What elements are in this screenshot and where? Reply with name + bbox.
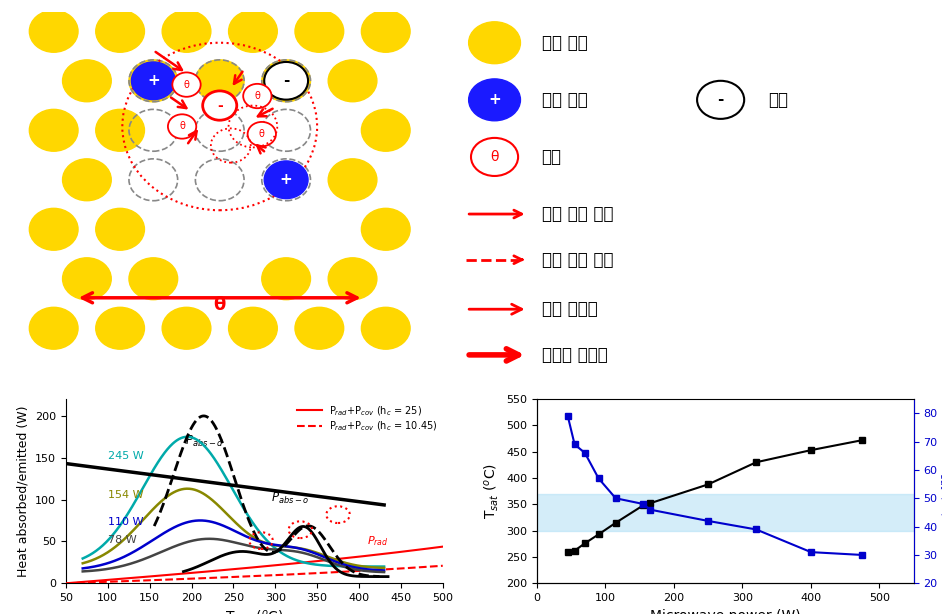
Circle shape xyxy=(62,159,111,201)
Circle shape xyxy=(129,60,178,102)
Circle shape xyxy=(328,60,377,102)
Circle shape xyxy=(29,109,78,151)
Y-axis label: T$_{sat}$ ($^{o}$C): T$_{sat}$ ($^{o}$C) xyxy=(482,463,500,519)
Circle shape xyxy=(328,159,377,201)
Circle shape xyxy=(362,307,410,349)
Text: 오믵 전도 흥수: 오믵 전도 흥수 xyxy=(542,205,613,223)
Circle shape xyxy=(362,10,410,52)
Circle shape xyxy=(203,91,236,120)
Text: 전자: 전자 xyxy=(542,148,561,166)
Text: 245 W: 245 W xyxy=(107,451,143,461)
Text: -: - xyxy=(217,98,222,112)
Circle shape xyxy=(362,208,410,251)
Circle shape xyxy=(162,10,211,52)
Text: 154 W: 154 W xyxy=(107,490,143,500)
Circle shape xyxy=(195,60,244,102)
Text: 증가된 재결합: 증가된 재결합 xyxy=(542,346,608,364)
Circle shape xyxy=(96,208,144,251)
Text: 공극: 공극 xyxy=(768,91,788,109)
Circle shape xyxy=(469,79,520,121)
Circle shape xyxy=(262,60,311,102)
Circle shape xyxy=(243,84,271,108)
Text: $P_{rad}$: $P_{rad}$ xyxy=(367,534,389,548)
Circle shape xyxy=(697,81,744,119)
Text: 78 W: 78 W xyxy=(107,535,137,545)
Circle shape xyxy=(262,258,311,300)
Text: 틈새 결함: 틈새 결함 xyxy=(542,91,588,109)
Y-axis label: A$_{sat}$ (%): A$_{sat}$ (%) xyxy=(937,464,942,518)
Text: 결함 재결합: 결함 재결합 xyxy=(542,300,597,318)
Text: θ: θ xyxy=(259,129,265,139)
Text: θ: θ xyxy=(214,297,226,314)
Circle shape xyxy=(96,109,144,151)
Circle shape xyxy=(295,307,344,349)
Text: +: + xyxy=(488,92,501,107)
Circle shape xyxy=(471,138,518,176)
Circle shape xyxy=(248,122,276,146)
Circle shape xyxy=(129,258,178,300)
Bar xyxy=(537,494,914,530)
Circle shape xyxy=(172,72,201,97)
Text: -: - xyxy=(283,73,289,88)
Text: θ: θ xyxy=(179,122,185,131)
Circle shape xyxy=(328,258,377,300)
Text: $P_{abs-d}$: $P_{abs-d}$ xyxy=(185,434,224,449)
Circle shape xyxy=(62,60,111,102)
Text: 결정 격자: 결정 격자 xyxy=(542,34,588,52)
Circle shape xyxy=(264,62,308,99)
Text: +: + xyxy=(147,73,160,88)
Circle shape xyxy=(295,10,344,52)
Text: -: - xyxy=(718,92,723,107)
Circle shape xyxy=(62,258,111,300)
Text: +: + xyxy=(280,173,293,187)
Circle shape xyxy=(29,10,78,52)
X-axis label: Microwave power (W): Microwave power (W) xyxy=(650,608,801,614)
Text: θ: θ xyxy=(490,150,499,164)
Circle shape xyxy=(229,10,277,52)
Circle shape xyxy=(469,21,520,64)
Text: $P_{abs-o}$: $P_{abs-o}$ xyxy=(271,491,310,506)
Circle shape xyxy=(264,161,308,198)
Legend: P$_{rad}$+P$_{cov}$ (h$_c$ = 25), P$_{rad}$+P$_{cov}$ (h$_c$ = 10.45): P$_{rad}$+P$_{cov}$ (h$_c$ = 25), P$_{ra… xyxy=(298,404,438,433)
Circle shape xyxy=(362,109,410,151)
Circle shape xyxy=(162,307,211,349)
X-axis label: T$_{sub}$ ($^{o}$C): T$_{sub}$ ($^{o}$C) xyxy=(225,608,284,614)
Text: 유전 분극 흥수: 유전 분극 흥수 xyxy=(542,251,613,269)
Circle shape xyxy=(29,307,78,349)
Circle shape xyxy=(168,114,196,139)
Y-axis label: Heat absorbed/emitted (W): Heat absorbed/emitted (W) xyxy=(17,405,29,577)
Circle shape xyxy=(29,208,78,251)
Circle shape xyxy=(229,307,277,349)
Circle shape xyxy=(96,10,144,52)
Circle shape xyxy=(96,307,144,349)
Text: θ: θ xyxy=(184,80,189,90)
Text: 110 W: 110 W xyxy=(107,517,143,527)
Circle shape xyxy=(131,62,175,99)
Text: θ: θ xyxy=(254,91,260,101)
